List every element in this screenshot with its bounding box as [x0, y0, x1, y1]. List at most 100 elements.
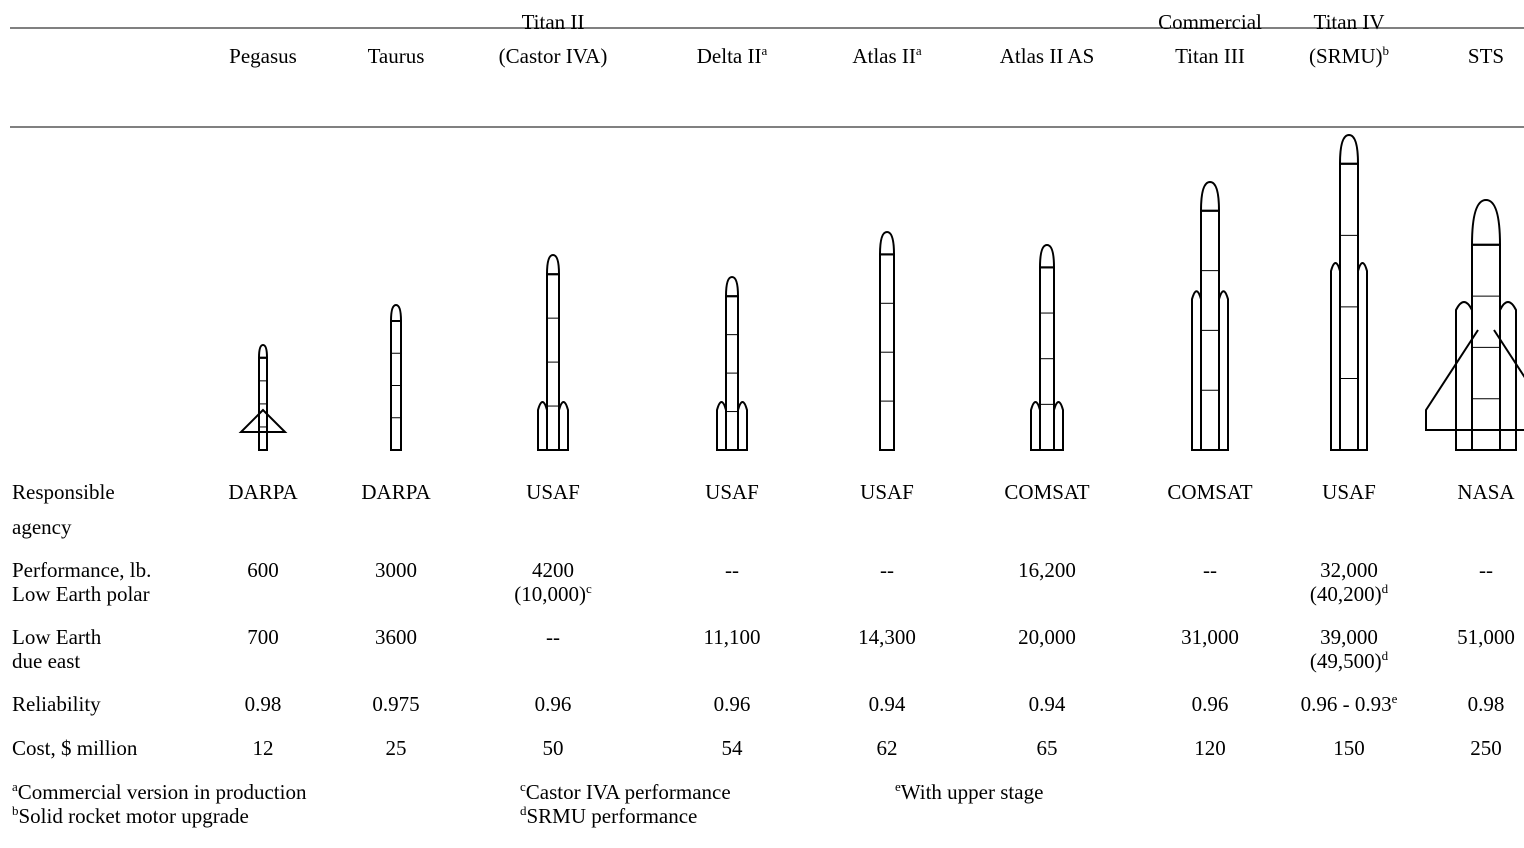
footnote-mark: d: [1382, 581, 1389, 596]
cell: --: [725, 558, 739, 582]
cell: 0.94: [869, 692, 906, 716]
text: Solid rocket motor upgrade: [19, 804, 249, 828]
rocket-part: [538, 402, 547, 450]
rocket-part: [1358, 263, 1367, 450]
cell: (10,000)c: [514, 582, 592, 606]
rocket-part: [1472, 200, 1500, 245]
text: 14,300: [858, 625, 916, 649]
text: Atlas II AS: [1000, 44, 1095, 68]
text: USAF: [526, 480, 580, 504]
column-header: (SRMU)b: [1309, 44, 1389, 68]
text: Atlas II: [852, 44, 916, 68]
rocket-part: [1040, 245, 1054, 267]
text: --: [880, 558, 894, 582]
cell: 32,000: [1320, 558, 1378, 582]
text: Titan IV: [1314, 10, 1385, 34]
rocket-part: [726, 277, 738, 296]
text: 3600: [375, 625, 417, 649]
text: 0.94: [1029, 692, 1066, 716]
text: Titan II: [522, 10, 585, 34]
column-header: Delta IIa: [697, 44, 768, 68]
text: Delta II: [697, 44, 762, 68]
text: 0.98: [1468, 692, 1505, 716]
cell: 0.98: [245, 692, 282, 716]
footnote: eWith upper stage: [895, 780, 1043, 804]
text: (SRMU): [1309, 44, 1383, 68]
text: 65: [1037, 736, 1058, 760]
text: STS: [1468, 44, 1504, 68]
cell: DARPA: [361, 480, 430, 504]
text: 700: [247, 625, 279, 649]
cell: 700: [247, 625, 279, 649]
cell: 0.975: [372, 692, 419, 716]
cell: 54: [722, 736, 743, 760]
text: Low Earth: [12, 625, 101, 649]
cell: 0.96: [714, 692, 751, 716]
text: (Castor IVA): [499, 44, 608, 68]
cell: 4200: [532, 558, 574, 582]
text: (49,500): [1310, 649, 1382, 673]
footnote: aCommercial version in production: [12, 780, 306, 804]
text: Pegasus: [229, 44, 297, 68]
row-label: Reliability: [12, 692, 101, 716]
page: Pegasus Taurus Titan II (Castor IVA) Delta I…: [0, 0, 1524, 848]
footnote-mark: d: [1382, 648, 1389, 663]
rocket-part: [1340, 135, 1358, 164]
text: 0.96: [535, 692, 572, 716]
text: 0.96 - 0.93: [1301, 692, 1392, 716]
rocket-part: [1054, 402, 1063, 450]
cell: (49,500)d: [1310, 649, 1388, 673]
text: With upper stage: [901, 780, 1044, 804]
column-header: Atlas IIa: [852, 44, 921, 68]
rocket-part: [1456, 302, 1472, 450]
text: USAF: [705, 480, 759, 504]
text: Commercial: [1158, 10, 1262, 34]
text: 0.975: [372, 692, 419, 716]
cell: 3600: [375, 625, 417, 649]
cell: 51,000: [1457, 625, 1515, 649]
cell: DARPA: [228, 480, 297, 504]
cell: COMSAT: [1167, 480, 1252, 504]
text: DARPA: [228, 480, 297, 504]
text: 120: [1194, 736, 1226, 760]
rocket-part: [1500, 302, 1516, 450]
text: 25: [386, 736, 407, 760]
rocket-part: [1031, 402, 1040, 450]
text: Reliability: [12, 692, 101, 716]
cell: NASA: [1457, 480, 1514, 504]
row-label: agency: [12, 515, 71, 539]
text: agency: [12, 515, 71, 539]
column-header: Pegasus: [229, 44, 297, 68]
cell: 0.98: [1468, 692, 1505, 716]
footnote-mark: b: [1383, 43, 1390, 58]
text: 32,000: [1320, 558, 1378, 582]
text: --: [725, 558, 739, 582]
text: Commercial version in production: [18, 780, 307, 804]
text: 250: [1470, 736, 1502, 760]
rocket-part: [241, 410, 285, 432]
cell: 50: [543, 736, 564, 760]
cell: 11,100: [704, 625, 761, 649]
column-header: Atlas II AS: [1000, 44, 1095, 68]
cell: 600: [247, 558, 279, 582]
text: 54: [722, 736, 743, 760]
rocket-part: [1331, 263, 1340, 450]
text: Low Earth polar: [12, 582, 150, 606]
rocket-part: [738, 402, 747, 450]
rocket-part: [1426, 330, 1524, 430]
text: 3000: [375, 558, 417, 582]
cell: --: [546, 625, 560, 649]
text: 0.96: [1192, 692, 1229, 716]
cell: (40,200)d: [1310, 582, 1388, 606]
text: 4200: [532, 558, 574, 582]
rocket-part: [880, 232, 894, 254]
rocket-part: [1219, 291, 1228, 450]
cell: 25: [386, 736, 407, 760]
text: COMSAT: [1167, 480, 1252, 504]
text: 50: [543, 736, 564, 760]
text: NASA: [1457, 480, 1514, 504]
column-header: Titan IV: [1314, 10, 1385, 34]
cell: 250: [1470, 736, 1502, 760]
text: Taurus: [368, 44, 425, 68]
cell: 16,200: [1018, 558, 1076, 582]
